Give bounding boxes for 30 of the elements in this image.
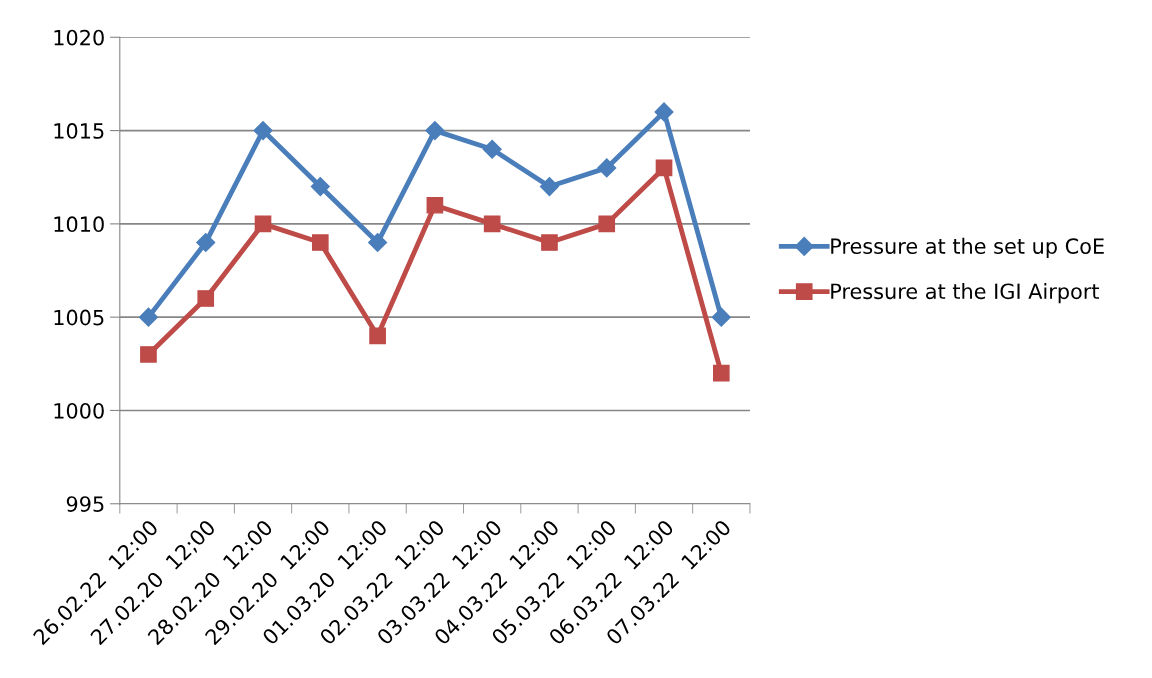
y-tick-label: 1020 [54,29,104,46]
point [711,307,731,327]
point [597,158,617,178]
point [539,177,559,197]
point [369,327,386,345]
point [196,233,216,253]
point [598,215,616,233]
point [482,139,502,159]
point [197,290,215,307]
y-tick-label: 1015 [54,123,104,139]
legend-label: Pressure at the set up CoE [831,237,1104,259]
point [310,177,330,197]
point [654,102,674,122]
y-tick-label: 1000 [54,402,104,419]
point [425,121,445,141]
point [483,215,501,233]
point [541,234,558,251]
y-tick-label: 1005 [54,309,104,326]
point [140,346,157,363]
point [138,307,158,327]
point [311,234,329,251]
point [253,121,273,141]
y-tick-label: 1010 [54,216,104,233]
point [368,233,388,253]
legend-label: Pressure at the IGI Airport [831,283,1100,304]
point [254,215,272,233]
point [712,364,730,382]
point [426,196,444,214]
point [655,159,673,177]
y-tick-label: 995 [66,496,104,512]
